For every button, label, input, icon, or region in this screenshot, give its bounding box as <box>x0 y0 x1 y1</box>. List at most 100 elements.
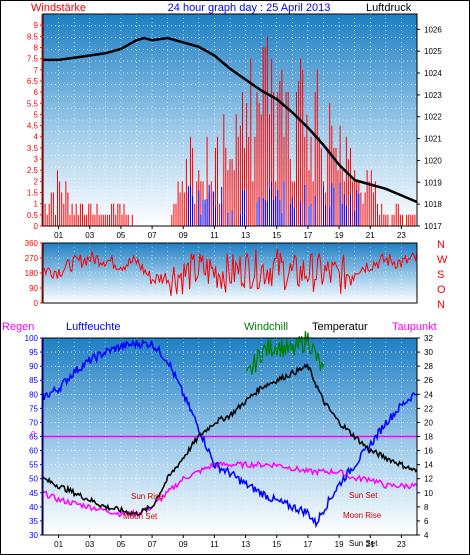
temperature-tick-label: 6 <box>424 517 429 526</box>
pressure-tick-label: 1022 <box>424 113 442 122</box>
pressure-tick-label: 1017 <box>424 222 442 231</box>
direction-line-group <box>42 248 418 297</box>
windchill-line <box>245 330 325 375</box>
direction-tick-label: 0 <box>34 299 39 308</box>
x-tick-label: 17 <box>303 540 312 549</box>
x-tick-label: 07 <box>148 540 157 549</box>
x-tick-label: 17 <box>303 231 312 240</box>
wind-tick-label: 5 <box>34 110 39 119</box>
temperature-axis-ticks: 4 6 8 10 12 14 16 18 20 22 24 26 28 30 32 <box>417 334 433 540</box>
x-tick-label: 11 <box>210 231 219 240</box>
pressure-tick-label: 1026 <box>424 25 442 34</box>
direction-tick-label: 360 <box>25 239 39 248</box>
sun-rise-annotation: Sun Rise <box>131 492 164 501</box>
temperature-tick-label: 20 <box>424 418 433 427</box>
temperature-line <box>42 362 418 517</box>
compass-label: S <box>437 269 444 281</box>
pressure-tick-label: 1021 <box>424 135 442 144</box>
wind-tick-label: 2.5 <box>27 166 39 175</box>
pressure-tick-label: 1019 <box>424 178 442 187</box>
x-tick-label: 13 <box>241 540 250 549</box>
direction-axis-ticks: 0 90 180 270 360 <box>25 239 43 308</box>
temperature-tick-label: 30 <box>424 348 433 357</box>
direction-tick-label: 90 <box>29 284 38 293</box>
x-tick-label: 05 <box>116 231 125 240</box>
temperature-tick-label: 8 <box>424 503 429 512</box>
x-tick-label: 15 <box>272 231 281 240</box>
x-tick-label: 01 <box>54 540 63 549</box>
wind-tick-label: 6.5 <box>27 77 39 86</box>
x-tick-label: 19 <box>335 231 344 240</box>
direction-panel-background <box>43 243 417 303</box>
humidity-tick-label: 30 <box>29 531 38 540</box>
wind-tick-label: 5.5 <box>27 99 39 108</box>
temperature-label: Temperatur <box>312 321 368 333</box>
wind-tick-label: 3 <box>34 155 39 164</box>
wind-tick-label: 9 <box>34 21 39 30</box>
humidity-tick-label: 40 <box>29 503 38 512</box>
pressure-line-group <box>43 36 418 204</box>
wind-tick-label: 3.5 <box>27 144 39 153</box>
humidity-tick-label: 45 <box>29 489 38 498</box>
humidity-label: Luftfeuchte <box>66 321 120 333</box>
wind-tick-label: 0.5 <box>27 211 39 220</box>
x-tick-label: 07 <box>148 231 157 240</box>
temperature-tick-label: 26 <box>424 376 433 385</box>
temperature-tick-label: 16 <box>424 447 433 456</box>
humidity-tick-label: 90 <box>29 362 38 371</box>
humidity-tick-label: 80 <box>29 390 38 399</box>
x-tick-label: 03 <box>85 231 94 240</box>
pressure-tick-label: 1018 <box>424 200 442 209</box>
x-tick-label: 09 <box>179 540 188 549</box>
wind-tick-label: 0 <box>34 222 39 231</box>
direction-tick-label: 180 <box>25 269 39 278</box>
compass-label: O <box>437 284 446 296</box>
pressure-tick-label: 1020 <box>424 156 442 165</box>
pressure-axis-title: Luftdruck <box>366 2 412 14</box>
compass-label: W <box>437 254 448 266</box>
humidity-x-ticks: 01 03 05 07 09 11 13 15 17 19 21 23 <box>54 535 406 549</box>
humidity-tick-label: 100 <box>25 334 39 343</box>
x-tick-label: 15 <box>272 540 281 549</box>
x-tick-label: 19 <box>335 540 344 549</box>
temperature-tick-label: 18 <box>424 433 433 442</box>
humidity-tick-label: 50 <box>29 475 38 484</box>
temperature-tick-label: 14 <box>424 461 433 470</box>
wind-tick-label: 8.5 <box>27 32 39 41</box>
x-tick-label: 21 <box>366 540 375 549</box>
pressure-tick-label: 1025 <box>424 47 442 56</box>
wind-x-ticks: 01 03 05 07 09 11 13 15 17 19 21 23 <box>54 226 406 240</box>
x-tick-label: 23 <box>397 231 406 240</box>
wind-tick-label: 7 <box>34 66 39 75</box>
wind-tick-label: 4.5 <box>27 122 39 131</box>
humidity-tick-label: 75 <box>29 404 38 413</box>
x-tick-label: 23 <box>397 540 406 549</box>
moon-rise-annotation: Moon Rise <box>343 511 382 520</box>
pressure-axis-ticks: 1017 1018 1019 1020 1021 1022 1023 1024 1025 1026 <box>417 25 442 231</box>
humidity-line <box>42 339 418 529</box>
x-tick-label: 01 <box>54 231 63 240</box>
temperature-tick-label: 32 <box>424 334 433 343</box>
x-tick-label: 11 <box>210 540 219 549</box>
wind-tick-label: 4 <box>34 133 39 142</box>
wind-tick-label: 7.5 <box>27 55 39 64</box>
wind-panel-border <box>42 13 418 227</box>
humidity-tick-label: 70 <box>29 418 38 427</box>
humidity-tick-label: 60 <box>29 447 38 456</box>
pressure-tick-label: 1023 <box>424 91 442 100</box>
x-tick-label: 05 <box>116 540 125 549</box>
wind-direction-line <box>42 248 418 297</box>
compass-label: N <box>437 239 445 251</box>
moon-set-annotation: Moon Set <box>123 512 158 521</box>
humidity-tick-label: 85 <box>29 376 38 385</box>
humidity-tick-label: 35 <box>29 517 38 526</box>
compass-label: N <box>437 299 445 311</box>
gust-bars-path <box>187 181 360 226</box>
humidity-tick-label: 95 <box>29 348 38 357</box>
rain-zero-value: 0 <box>31 430 36 439</box>
temperature-tick-label: 12 <box>424 475 433 484</box>
chart-title: 24 hour graph day : 25 April 2013 <box>168 2 331 14</box>
humidity-tick-label: 55 <box>29 461 38 470</box>
